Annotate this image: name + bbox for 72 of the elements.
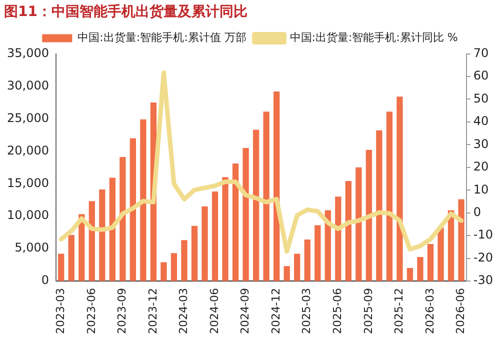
y-tick-label: 15,000	[6, 176, 49, 190]
y2-tick-label: 40	[473, 114, 489, 128]
y2-tick-label: 70	[473, 46, 489, 60]
bar	[356, 167, 362, 282]
x-tick-label: 2024-03	[177, 288, 190, 334]
bar	[274, 91, 280, 282]
x-tick-label: 2023-06	[84, 288, 98, 334]
x-tick-label: 2023-03	[54, 288, 67, 334]
bar	[232, 164, 239, 282]
bar	[252, 130, 260, 282]
x-tick-label: 2024-12	[269, 288, 282, 334]
chart-title: 图11：中国智能手机出货量及累计同比	[4, 3, 248, 20]
bar	[438, 228, 444, 282]
bar	[191, 226, 198, 282]
bar	[417, 257, 424, 282]
y-tick-label: 30,000	[6, 78, 49, 92]
bar	[109, 178, 116, 282]
bar	[284, 266, 290, 282]
legend-label: 中国:出货量:智能手机:累计同比 %	[290, 31, 458, 44]
y2-tick-label: -30	[473, 273, 494, 288]
y2-tick-label: -20	[473, 250, 494, 264]
bar	[242, 148, 249, 282]
bar	[376, 130, 382, 282]
bar	[294, 254, 300, 282]
bar	[88, 201, 95, 282]
bar	[160, 262, 167, 282]
bar	[68, 234, 74, 282]
y2-tick-label: -10	[473, 228, 494, 242]
bar	[99, 189, 106, 282]
bar	[263, 112, 270, 282]
y-tick-label: 5,000	[14, 240, 49, 255]
bar	[140, 119, 146, 282]
bar	[458, 199, 464, 282]
bar	[366, 150, 372, 282]
bar	[222, 177, 228, 282]
x-tick-label: 2025-12	[392, 288, 406, 334]
bar	[120, 157, 126, 282]
x-tick-label: 2025-09	[362, 288, 375, 334]
y2-tick-label: 20	[473, 160, 489, 174]
y-tick-label: 0	[41, 273, 49, 288]
x-tick-label: 2024-09	[238, 288, 252, 334]
bar	[130, 138, 136, 282]
bar	[314, 225, 321, 282]
bar	[396, 96, 403, 282]
bar	[202, 206, 208, 282]
bar	[170, 253, 178, 282]
x-tick-label: 2023-09	[116, 288, 129, 334]
x-tick-label: 2025-06	[331, 288, 344, 334]
legend-label: 中国:出货量:智能手机:累计值 万部	[78, 31, 246, 44]
x-tick-label: 2024-06	[208, 288, 221, 334]
y-tick-label: 10,000	[6, 208, 49, 222]
y-tick-label: 20,000	[6, 143, 49, 158]
y2-tick-label: 50	[473, 91, 489, 106]
bar	[427, 244, 434, 282]
bar	[181, 240, 188, 282]
y-tick-label: 25,000	[6, 110, 49, 125]
x-tick-label: 2025-03	[300, 288, 314, 334]
x-tick-label: 2026-03	[423, 288, 436, 334]
y-tick-label: 35,000	[6, 46, 49, 60]
bar	[335, 196, 342, 282]
bar	[406, 268, 414, 282]
bar	[58, 254, 64, 282]
x-tick-label: 2026-06	[454, 288, 468, 334]
bar	[304, 239, 310, 282]
y2-tick-label: 10	[473, 182, 489, 196]
y2-tick-label: 60	[473, 68, 489, 83]
x-tick-label: 2023-12	[146, 288, 160, 334]
bar	[345, 181, 352, 282]
y2-tick-label: 30	[473, 136, 489, 151]
y2-tick-label: 0	[473, 204, 482, 219]
bar	[212, 191, 218, 282]
bar	[386, 112, 393, 282]
